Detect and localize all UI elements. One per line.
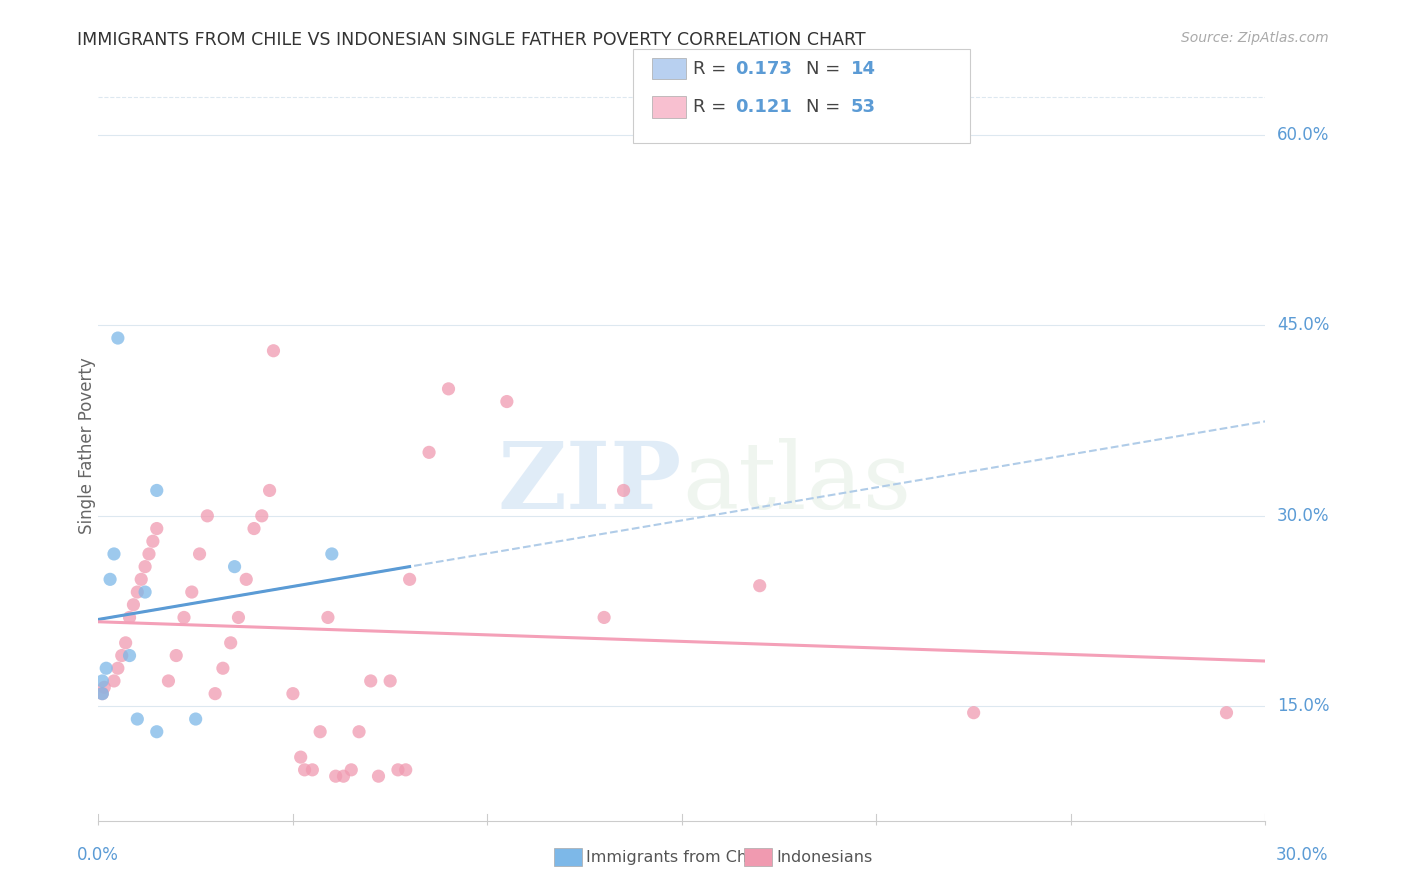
Point: [387, 763, 409, 777]
Point: [437, 382, 460, 396]
Point: [332, 769, 354, 783]
Point: [157, 673, 180, 688]
Text: R =: R =: [693, 98, 733, 116]
Point: [316, 610, 339, 624]
Text: 0.121: 0.121: [735, 98, 792, 116]
Point: [250, 508, 273, 523]
Point: [340, 763, 363, 777]
Point: [204, 687, 226, 701]
Point: [91, 687, 114, 701]
Point: [321, 547, 343, 561]
Point: [134, 585, 156, 599]
Point: [146, 483, 169, 498]
Text: N =: N =: [806, 60, 845, 78]
Point: [325, 769, 347, 783]
Point: [219, 636, 242, 650]
Point: [127, 712, 149, 726]
Point: [107, 331, 129, 345]
Point: [180, 585, 202, 599]
Point: [593, 610, 616, 624]
Point: [118, 610, 141, 624]
Point: [111, 648, 134, 663]
Point: [146, 522, 169, 536]
Point: [262, 343, 284, 358]
Text: 45.0%: 45.0%: [1277, 317, 1330, 334]
Text: 0.173: 0.173: [735, 60, 792, 78]
Point: [235, 572, 257, 586]
Point: [91, 673, 114, 688]
Point: [228, 610, 250, 624]
Point: [103, 547, 125, 561]
Text: 15.0%: 15.0%: [1277, 698, 1330, 715]
Text: Indonesians: Indonesians: [776, 850, 872, 864]
Text: IMMIGRANTS FROM CHILE VS INDONESIAN SINGLE FATHER POVERTY CORRELATION CHART: IMMIGRANTS FROM CHILE VS INDONESIAN SING…: [77, 31, 866, 49]
Point: [142, 534, 165, 549]
Point: [138, 547, 160, 561]
Text: 30.0%: 30.0%: [1277, 846, 1329, 863]
Point: [122, 598, 145, 612]
Text: ZIP: ZIP: [498, 439, 682, 528]
Point: [748, 579, 770, 593]
Point: [98, 572, 121, 586]
Point: [380, 673, 402, 688]
Point: [146, 724, 169, 739]
Point: [496, 394, 519, 409]
Point: [114, 636, 136, 650]
Text: Immigrants from Chile: Immigrants from Chile: [586, 850, 766, 864]
Text: 60.0%: 60.0%: [1277, 126, 1330, 144]
Point: [184, 712, 207, 726]
Y-axis label: Single Father Poverty: Single Father Poverty: [79, 358, 96, 534]
Point: [165, 648, 187, 663]
Point: [309, 724, 332, 739]
Point: [398, 572, 420, 586]
Text: R =: R =: [693, 60, 733, 78]
Point: [294, 763, 316, 777]
Point: [127, 585, 149, 599]
Point: [91, 687, 114, 701]
Text: 14: 14: [851, 60, 876, 78]
Point: [259, 483, 281, 498]
Point: [103, 673, 125, 688]
Text: 53: 53: [851, 98, 876, 116]
Point: [360, 673, 382, 688]
Point: [134, 559, 156, 574]
Point: [281, 687, 304, 701]
Point: [212, 661, 235, 675]
Text: N =: N =: [806, 98, 845, 116]
Text: atlas: atlas: [682, 439, 911, 528]
Text: 30.0%: 30.0%: [1277, 507, 1330, 524]
Text: Source: ZipAtlas.com: Source: ZipAtlas.com: [1181, 31, 1329, 45]
Point: [301, 763, 323, 777]
Text: 0.0%: 0.0%: [77, 846, 120, 863]
Point: [107, 661, 129, 675]
Point: [418, 445, 440, 459]
Point: [1215, 706, 1237, 720]
Point: [612, 483, 634, 498]
Point: [195, 508, 218, 523]
Point: [188, 547, 211, 561]
Point: [243, 522, 266, 536]
Point: [96, 661, 118, 675]
Point: [224, 559, 246, 574]
Point: [367, 769, 389, 783]
Point: [129, 572, 152, 586]
Point: [290, 750, 312, 764]
Point: [395, 763, 418, 777]
Point: [347, 724, 370, 739]
Point: [118, 648, 141, 663]
Point: [93, 681, 115, 695]
Point: [962, 706, 984, 720]
Point: [173, 610, 195, 624]
